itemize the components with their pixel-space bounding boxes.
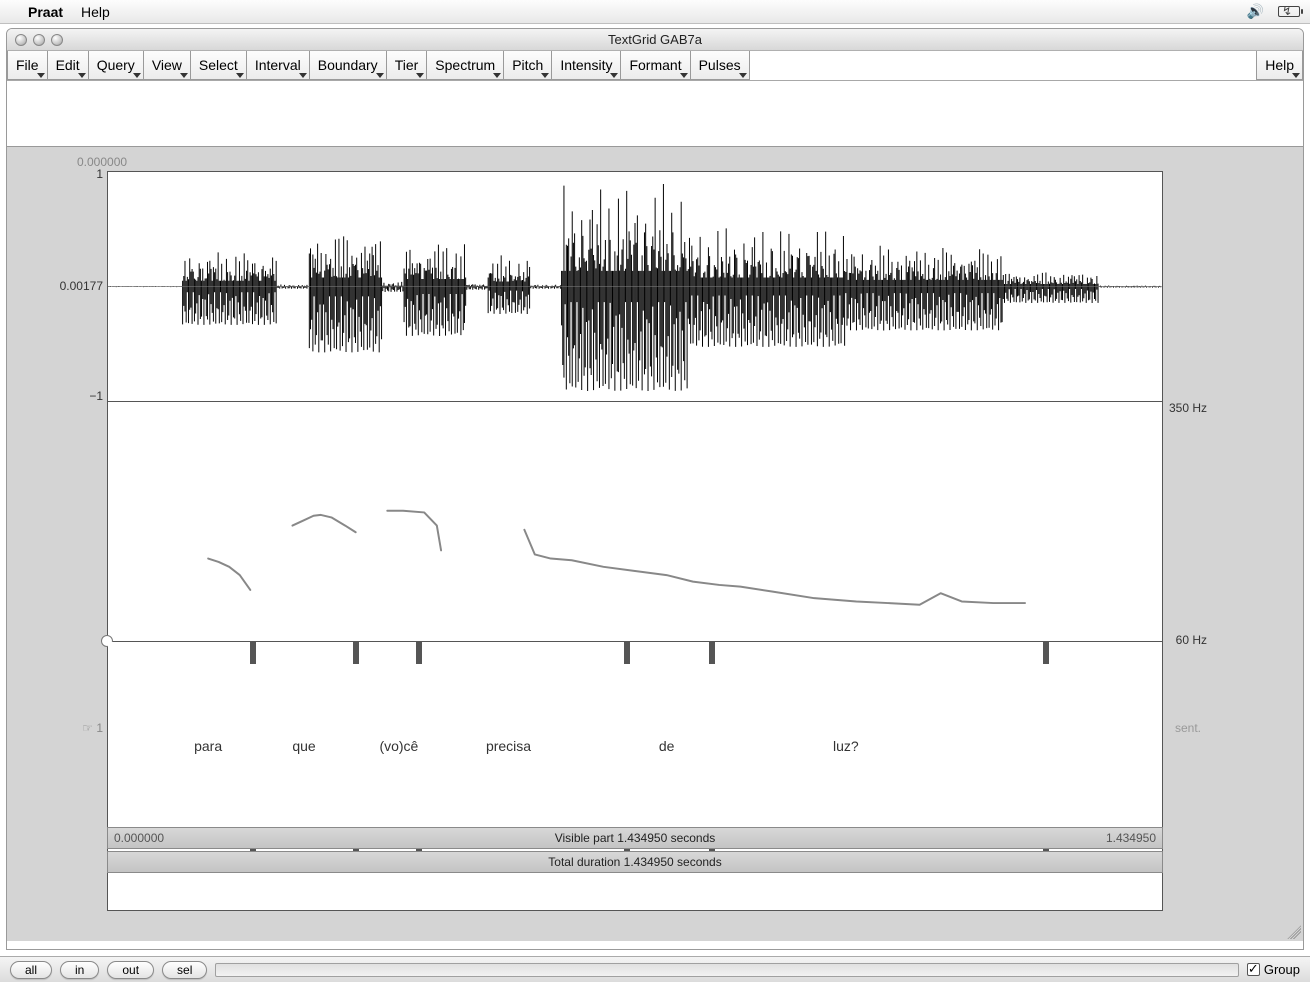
interval-label[interactable]: precisa — [469, 738, 549, 754]
chevron-down-icon — [299, 73, 307, 78]
window-titlebar[interactable]: TextGrid GAB7a — [7, 29, 1303, 51]
menu-formant[interactable]: Formant — [620, 51, 690, 80]
menu-pitch[interactable]: Pitch — [503, 51, 552, 80]
menu-query[interactable]: Query — [88, 51, 144, 80]
menu-pulses[interactable]: Pulses — [690, 51, 750, 80]
waveform-svg — [108, 172, 1162, 401]
tier-pointer-icon: ☞ 1 — [67, 721, 103, 735]
visible-part-text: Visible part 1.434950 seconds — [555, 831, 716, 845]
chevron-down-icon — [236, 73, 244, 78]
boundary-marker[interactable] — [353, 642, 359, 664]
boundary-marker[interactable] — [709, 642, 715, 664]
chevron-down-icon — [133, 73, 141, 78]
menu-edit[interactable]: Edit — [47, 51, 89, 80]
close-icon[interactable] — [15, 34, 27, 46]
interval-label[interactable]: de — [627, 738, 707, 754]
group-checkbox[interactable]: Group — [1247, 962, 1300, 977]
waveform-ytop: 1 — [67, 167, 103, 181]
chevron-down-icon — [78, 73, 86, 78]
menu-spectrum[interactable]: Spectrum — [426, 51, 504, 80]
pitch-ymin: 60 Hz — [1176, 633, 1207, 647]
resize-grip-icon[interactable] — [1287, 925, 1301, 939]
menu-file[interactable]: File — [7, 51, 48, 80]
boundary-marker[interactable] — [624, 642, 630, 664]
boundary-marker[interactable] — [416, 642, 422, 664]
chevron-down-icon — [610, 73, 618, 78]
menu-help[interactable]: Help — [1256, 51, 1303, 80]
selection-bar[interactable] — [7, 81, 1303, 147]
interval-label[interactable]: para — [168, 738, 248, 754]
chevron-down-icon — [37, 73, 45, 78]
boundary-marker[interactable] — [250, 642, 256, 664]
tier-name: sent. — [1175, 721, 1201, 735]
chevron-down-icon — [739, 73, 747, 78]
waveform-ybot: −1 — [67, 389, 103, 403]
checkbox-icon — [1247, 963, 1260, 976]
traffic-lights[interactable] — [15, 34, 63, 46]
tier-top-ticks[interactable] — [108, 642, 1162, 670]
menu-interval[interactable]: Interval — [246, 51, 310, 80]
interval-label[interactable]: luz? — [806, 738, 886, 754]
visible-part-bar[interactable]: 0.000000 Visible part 1.434950 seconds 1… — [107, 827, 1163, 849]
window-title: TextGrid GAB7a — [7, 32, 1303, 47]
menu-select[interactable]: Select — [190, 51, 247, 80]
editor-content: 0.000000 1 0.00177 −1 350 Hz 60 Hz ☞ 1 s… — [7, 81, 1303, 941]
analysis-panels: paraque (vo)cê precisa de luz? — [107, 171, 1163, 911]
menubar-help[interactable]: Help — [81, 4, 110, 20]
interval-label[interactable]: que — [264, 738, 344, 754]
zoom-all-button[interactable]: all — [10, 961, 52, 979]
menu-view[interactable]: View — [143, 51, 191, 80]
tier-intervals[interactable]: paraque (vo)cê precisa de luz? — [108, 670, 1162, 822]
zoom-out-button[interactable]: out — [107, 961, 154, 979]
chevron-down-icon — [541, 73, 549, 78]
menu-tier[interactable]: Tier — [386, 51, 428, 80]
visible-end: 1.434950 — [1106, 831, 1156, 845]
horizontal-scrollbar[interactable] — [215, 963, 1238, 977]
menu-boundary[interactable]: Boundary — [309, 51, 387, 80]
volume-icon[interactable]: 🔊 — [1247, 3, 1264, 20]
group-label: Group — [1264, 962, 1300, 977]
bottom-control-bar: all in out sel Group — [0, 956, 1310, 982]
chevron-down-icon — [180, 73, 188, 78]
total-duration-bar[interactable]: Total duration 1.434950 seconds — [107, 851, 1163, 873]
editor-toolbar: File Edit Query View Select Interval Bou… — [7, 51, 1303, 81]
system-menubar: Praat Help 🔊 — [0, 0, 1310, 24]
battery-icon[interactable] — [1278, 6, 1300, 17]
boundary-marker[interactable] — [1043, 642, 1049, 664]
waveform-panel[interactable] — [108, 172, 1162, 402]
chevron-down-icon — [680, 73, 688, 78]
zoom-sel-button[interactable]: sel — [162, 961, 207, 979]
menu-intensity[interactable]: Intensity — [551, 51, 621, 80]
visible-start: 0.000000 — [114, 831, 164, 845]
chevron-down-icon — [493, 73, 501, 78]
interval-label[interactable]: (vo)cê — [359, 738, 439, 754]
minimize-icon[interactable] — [33, 34, 45, 46]
editor-window: TextGrid GAB7a File Edit Query View Sele… — [6, 28, 1304, 950]
chevron-down-icon — [1292, 73, 1300, 78]
zoom-in-button[interactable]: in — [60, 961, 99, 979]
menubar-app-name[interactable]: Praat — [28, 4, 63, 20]
chevron-down-icon — [376, 73, 384, 78]
waveform-ymid: 0.00177 — [47, 279, 103, 293]
total-duration-text: Total duration 1.434950 seconds — [548, 855, 721, 869]
chevron-down-icon — [416, 73, 424, 78]
pitch-ymax: 350 Hz — [1169, 401, 1207, 415]
pitch-svg — [108, 402, 1162, 641]
zoom-icon[interactable] — [51, 34, 63, 46]
spectrogram-panel[interactable] — [108, 402, 1162, 642]
